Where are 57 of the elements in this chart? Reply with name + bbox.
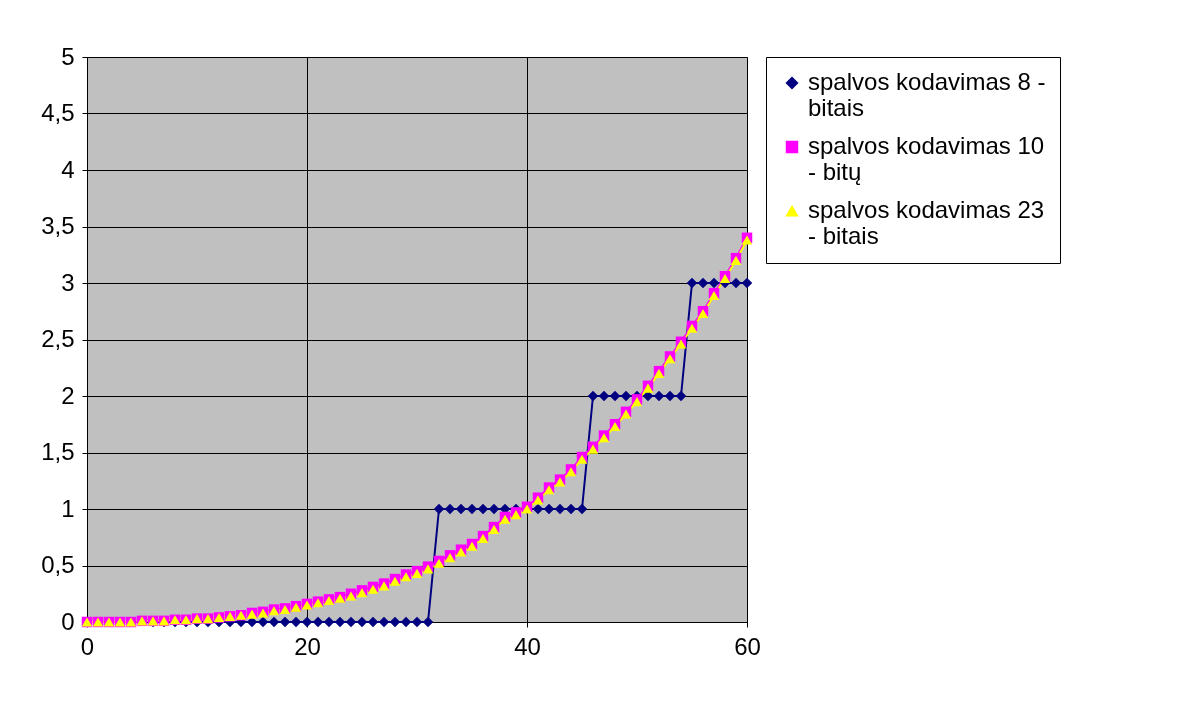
- point: [367, 616, 379, 628]
- point: [356, 616, 368, 628]
- point: [565, 503, 577, 515]
- point: [609, 390, 621, 402]
- point: [290, 616, 302, 628]
- point: [345, 616, 357, 628]
- point: [653, 390, 665, 402]
- legend-label: spalvos kodavimas 10 - bitų: [808, 132, 1045, 185]
- point: [312, 616, 324, 628]
- point: [400, 616, 412, 628]
- y-tick-label: 1,5: [41, 438, 75, 465]
- point: [697, 277, 709, 289]
- point: [554, 503, 566, 515]
- point: [730, 277, 742, 289]
- legend-label: spalvos kodavimas 8 - bitais: [808, 68, 1046, 121]
- point: [664, 390, 676, 402]
- y-tick-label: 3: [61, 268, 75, 296]
- point: [686, 277, 698, 289]
- point: [257, 616, 269, 628]
- point: [301, 616, 313, 628]
- y-tick-label: 0,5: [41, 551, 75, 578]
- point: [268, 616, 280, 628]
- point: [455, 503, 467, 515]
- point: [741, 277, 753, 289]
- point: [598, 390, 610, 402]
- point: [477, 503, 489, 515]
- point: [532, 503, 544, 515]
- point: [620, 390, 632, 402]
- x-tick-label: 40: [514, 632, 541, 660]
- point: [543, 503, 555, 515]
- point: [675, 390, 687, 402]
- x-tick-label: 20: [294, 632, 321, 660]
- point: [708, 277, 720, 289]
- y-tick-label: 0: [61, 607, 75, 635]
- point: [466, 503, 478, 515]
- y-tick-label: 2,5: [41, 325, 75, 352]
- y-tick-label: 4,5: [41, 99, 75, 126]
- point: [422, 616, 434, 628]
- point: [488, 503, 500, 515]
- point: [444, 503, 456, 515]
- point: [433, 503, 445, 515]
- point: [279, 616, 291, 628]
- y-tick-label: 1: [61, 494, 75, 522]
- legend-label: spalvos kodavimas 23 - bitais: [808, 196, 1045, 249]
- x-tick-label: 60: [734, 632, 761, 660]
- point: [323, 616, 335, 628]
- y-tick-label: 4: [61, 155, 75, 183]
- point: [587, 390, 599, 402]
- point: [576, 503, 588, 515]
- point: [378, 616, 390, 628]
- y-tick-label: 3,5: [41, 212, 75, 239]
- y-tick-label: 5: [61, 42, 75, 70]
- x-tick-label: 0: [80, 632, 95, 660]
- point: [411, 616, 423, 628]
- y-tick-label: 2: [61, 381, 75, 409]
- point: [334, 616, 346, 628]
- point: [389, 616, 401, 628]
